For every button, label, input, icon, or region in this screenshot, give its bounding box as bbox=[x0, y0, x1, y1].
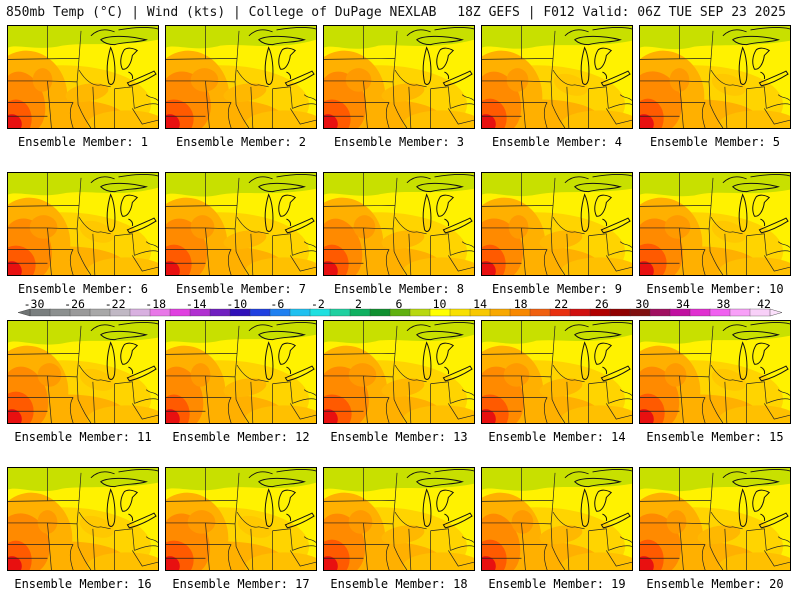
temperature-map bbox=[166, 173, 316, 275]
colorbar-tick-label: -30 bbox=[23, 297, 45, 311]
ensemble-member-map bbox=[639, 172, 791, 276]
ensemble-member-map bbox=[323, 467, 475, 571]
colorbar-tick-label: 2 bbox=[354, 297, 362, 311]
ensemble-member-map bbox=[323, 25, 475, 129]
temperature-map bbox=[482, 468, 632, 570]
temperature-map bbox=[324, 321, 474, 423]
ensemble-member-label: Ensemble Member: 9 bbox=[491, 282, 623, 296]
ensemble-member-label: Ensemble Member: 8 bbox=[333, 282, 465, 296]
ensemble-member-map bbox=[323, 172, 475, 276]
ensemble-member-label: Ensemble Member: 15 bbox=[646, 430, 784, 444]
ensemble-member-label: Ensemble Member: 14 bbox=[488, 430, 626, 444]
colorbar-tick-label: 30 bbox=[635, 297, 650, 311]
colorbar-swatch bbox=[689, 308, 711, 317]
temperature-map bbox=[640, 173, 790, 275]
temperature-map bbox=[482, 321, 632, 423]
ensemble-member-map bbox=[639, 320, 791, 424]
colorbar-swatch bbox=[609, 308, 631, 317]
colorbar-tick-label: 14 bbox=[473, 297, 488, 311]
ensemble-member-label: Ensemble Member: 4 bbox=[491, 135, 623, 149]
ensemble-member-label: Ensemble Member: 12 bbox=[172, 430, 310, 444]
ensemble-member-map bbox=[7, 25, 159, 129]
run-valid-time: 18Z GEFS | F012 Valid: 06Z TUE SEP 23 20… bbox=[457, 5, 786, 20]
temperature-map bbox=[640, 26, 790, 128]
ensemble-member-map bbox=[165, 172, 317, 276]
ensemble-member-map bbox=[481, 25, 633, 129]
temperature-map bbox=[640, 468, 790, 570]
temperature-map bbox=[482, 173, 632, 275]
colorbar-tick-label: 10 bbox=[432, 297, 447, 311]
colorbar-swatch bbox=[409, 308, 431, 317]
ensemble-member-map bbox=[323, 320, 475, 424]
temperature-map bbox=[8, 321, 158, 423]
ensemble-member-map bbox=[639, 25, 791, 129]
ensemble-member-label: Ensemble Member: 1 bbox=[17, 135, 149, 149]
ensemble-member-label: Ensemble Member: 17 bbox=[172, 577, 310, 591]
temperature-map bbox=[640, 321, 790, 423]
ensemble-member-map bbox=[165, 320, 317, 424]
ensemble-member-map bbox=[481, 172, 633, 276]
temperature-map bbox=[324, 468, 474, 570]
colorbar-tick-label: -14 bbox=[185, 297, 207, 311]
ensemble-member-map bbox=[165, 25, 317, 129]
colorbar-tick-label: 38 bbox=[716, 297, 731, 311]
colorbar-swatch bbox=[489, 308, 511, 317]
colorbar-tick-label: 18 bbox=[513, 297, 528, 311]
colorbar-swatch bbox=[569, 308, 591, 317]
ensemble-member-label: Ensemble Member: 6 bbox=[17, 282, 149, 296]
ensemble-member-label: Ensemble Member: 20 bbox=[646, 577, 784, 591]
colorbar-swatch bbox=[249, 308, 271, 317]
colorbar-tick-label: -18 bbox=[145, 297, 167, 311]
ensemble-member-label: Ensemble Member: 13 bbox=[330, 430, 468, 444]
ensemble-member-map bbox=[7, 172, 159, 276]
ensemble-member-label: Ensemble Member: 10 bbox=[646, 282, 784, 296]
colorbar-tick-label: 6 bbox=[395, 297, 403, 311]
temperature-map bbox=[8, 468, 158, 570]
temperature-map bbox=[166, 26, 316, 128]
ensemble-member-label: Ensemble Member: 2 bbox=[175, 135, 307, 149]
colorbar-max-arrow bbox=[769, 308, 783, 317]
ensemble-member-label: Ensemble Member: 18 bbox=[330, 577, 468, 591]
temperature-map bbox=[8, 173, 158, 275]
ensemble-member-map bbox=[165, 467, 317, 571]
ensemble-member-label: Ensemble Member: 11 bbox=[14, 430, 152, 444]
temperature-map bbox=[482, 26, 632, 128]
colorbar-swatch bbox=[369, 308, 391, 317]
colorbar-swatch bbox=[329, 308, 351, 317]
colorbar-tick-label: 26 bbox=[594, 297, 609, 311]
chart-title: 850mb Temp (°C) | Wind (kts) | College o… bbox=[6, 5, 437, 20]
ensemble-member-label: Ensemble Member: 19 bbox=[488, 577, 626, 591]
colorbar-swatch bbox=[449, 308, 471, 317]
temperature-map bbox=[8, 26, 158, 128]
colorbar-tick-label: 22 bbox=[554, 297, 569, 311]
colorbar-tick-label: -2 bbox=[310, 297, 325, 311]
ensemble-member-label: Ensemble Member: 7 bbox=[175, 282, 307, 296]
temperature-map bbox=[166, 321, 316, 423]
colorbar-tick-label: -22 bbox=[104, 297, 126, 311]
ensemble-member-label: Ensemble Member: 3 bbox=[333, 135, 465, 149]
ensemble-member-map bbox=[639, 467, 791, 571]
ensemble-member-label: Ensemble Member: 16 bbox=[14, 577, 152, 591]
colorbar-tick-label: -6 bbox=[270, 297, 285, 311]
colorbar-swatch bbox=[649, 308, 671, 317]
ensemble-member-map bbox=[7, 467, 159, 571]
colorbar-swatch bbox=[729, 308, 751, 317]
colorbar-tick-label: 42 bbox=[757, 297, 771, 311]
ensemble-member-map bbox=[481, 320, 633, 424]
colorbar-swatch bbox=[289, 308, 311, 317]
temperature-map bbox=[166, 468, 316, 570]
ensemble-member-map bbox=[7, 320, 159, 424]
colorbar-tick-label: 34 bbox=[675, 297, 690, 311]
colorbar-tick-label: -10 bbox=[226, 297, 248, 311]
temperature-map bbox=[324, 173, 474, 275]
temperature-map bbox=[324, 26, 474, 128]
ensemble-member-label: Ensemble Member: 5 bbox=[649, 135, 781, 149]
ensemble-member-map bbox=[481, 467, 633, 571]
colorbar-swatch bbox=[529, 308, 551, 317]
colorbar-tick-label: -26 bbox=[64, 297, 85, 311]
